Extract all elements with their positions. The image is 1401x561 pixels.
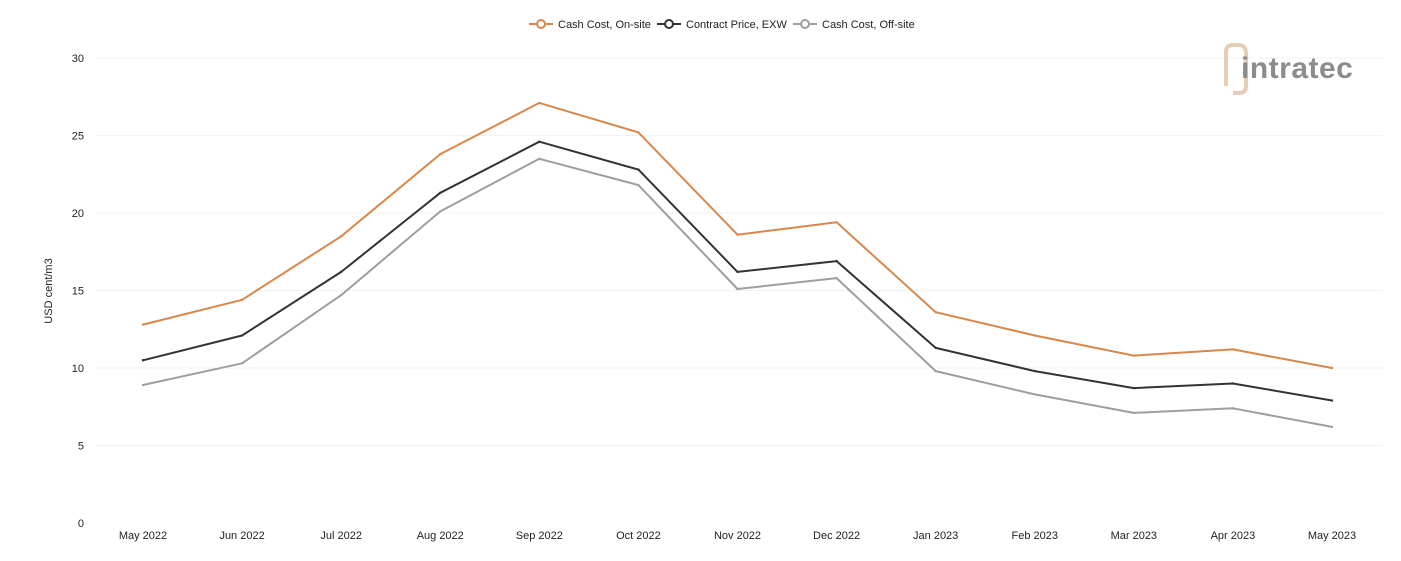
data-point — [1132, 411, 1136, 415]
intratec-logo: intratec — [1224, 43, 1353, 95]
data-point — [538, 101, 541, 105]
legend-marker-icon — [800, 19, 810, 29]
data-point — [339, 235, 343, 238]
x-tick-label: Sep 2022 — [516, 530, 563, 542]
data-point — [538, 157, 541, 160]
data-point — [538, 140, 541, 143]
data-point — [736, 233, 739, 236]
x-tick-label: Dec 2022 — [813, 530, 860, 542]
y-tick-label: 10 — [72, 363, 84, 375]
data-point — [1330, 425, 1334, 429]
data-point — [934, 346, 937, 350]
data-point — [1132, 354, 1136, 357]
data-point — [637, 183, 640, 187]
data-point — [934, 369, 937, 373]
data-point — [835, 221, 838, 224]
y-axis-ticks: 0 5 10 15 20 25 30 — [72, 53, 84, 530]
legend-item: Contract Price, EXW — [657, 19, 787, 31]
data-point — [240, 362, 244, 365]
x-tick-label: Jun 2022 — [219, 530, 264, 542]
y-tick-label: 5 — [78, 441, 84, 453]
x-tick-label: Nov 2022 — [714, 530, 761, 542]
data-point — [736, 270, 739, 274]
data-point — [339, 270, 343, 274]
data-point — [1231, 407, 1235, 410]
legend-marker-icon — [664, 19, 674, 29]
legend-item: Cash Cost, Off-site — [793, 19, 915, 31]
data-point — [736, 287, 739, 291]
data-point — [439, 210, 442, 213]
legend-item: Cash Cost, On-site — [529, 19, 651, 31]
x-tick-label: Apr 2023 — [1211, 530, 1256, 542]
data-point — [1033, 369, 1036, 373]
x-tick-label: Aug 2022 — [417, 530, 464, 542]
y-tick-label: 15 — [72, 286, 84, 298]
data-point — [141, 383, 145, 387]
grid-lines — [95, 57, 1383, 446]
data-point — [1033, 393, 1036, 396]
data-point — [1231, 348, 1235, 351]
x-tick-label: Mar 2023 — [1111, 530, 1157, 542]
x-axis-ticks: May 2022 Jun 2022 Jul 2022 Aug 2022 Sep 2022… — [119, 530, 1356, 542]
logo-mark-icon — [1224, 43, 1248, 95]
data-point — [141, 359, 145, 362]
data-point — [1330, 399, 1334, 402]
series-lines — [141, 101, 1334, 429]
data-point — [835, 259, 838, 263]
data-point — [1330, 366, 1334, 370]
x-tick-label: Jul 2022 — [320, 530, 362, 542]
data-point — [934, 311, 937, 314]
data-point — [637, 168, 640, 171]
x-tick-label: May 2023 — [1308, 530, 1356, 542]
legend-marker-icon — [536, 19, 546, 29]
data-point — [240, 334, 244, 337]
logo-text: intratec — [1241, 52, 1353, 85]
x-tick-label: May 2022 — [119, 530, 167, 542]
y-tick-label: 25 — [72, 131, 84, 143]
data-point — [439, 152, 442, 156]
data-point — [637, 131, 640, 134]
legend-label: Cash Cost, Off-site — [822, 19, 915, 31]
legend-label: Contract Price, EXW — [686, 19, 787, 31]
data-point — [240, 298, 244, 301]
data-point — [1231, 382, 1235, 385]
data-point — [1033, 334, 1036, 337]
y-tick-label: 20 — [72, 208, 84, 220]
legend: Cash Cost, On-site Contract Price, EXW Cas… — [529, 19, 915, 31]
x-tick-label: Jan 2023 — [913, 530, 958, 542]
legend-label: Cash Cost, On-site — [558, 19, 651, 31]
data-point — [439, 191, 442, 195]
y-tick-label: 30 — [72, 53, 84, 65]
data-point — [339, 293, 343, 297]
y-axis-title: USD cent/m3 — [43, 258, 55, 323]
x-tick-label: Feb 2023 — [1012, 530, 1058, 542]
y-tick-label: 0 — [78, 518, 84, 530]
data-point — [1132, 386, 1136, 390]
x-tick-label: Oct 2022 — [616, 530, 661, 542]
data-point — [141, 323, 145, 326]
data-point — [835, 276, 838, 280]
